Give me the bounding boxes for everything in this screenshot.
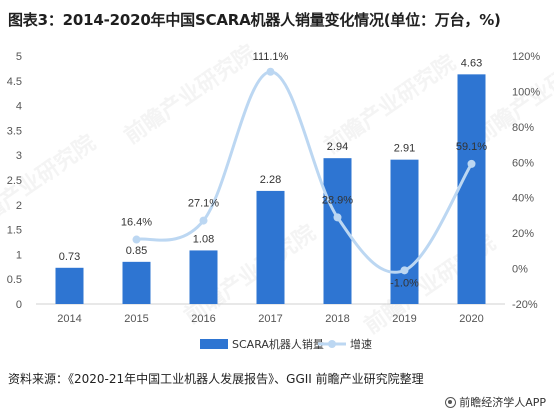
bar-value-label: 2.91 [394, 143, 415, 155]
growth-value-label: 27.1% [188, 198, 219, 210]
bar [122, 261, 151, 304]
x-axis-tick-label: 2014 [57, 313, 81, 325]
right-axis-tick-label: 60% [512, 157, 534, 169]
brand-credit: 前瞻经济学人APP [445, 394, 546, 410]
legend-label-sales: SCARA机器人销量 [232, 337, 324, 351]
bar-value-label: 4.63 [461, 57, 482, 69]
left-axis-tick-label: 1 [16, 249, 22, 261]
x-axis-tick-label: 2019 [392, 313, 416, 325]
brand-name: 前瞻经济学人APP [459, 396, 546, 409]
right-axis-tick-label: 40% [512, 193, 534, 205]
left-axis-tick-label: 4 [16, 101, 22, 113]
bar-value-label: 1.08 [193, 233, 214, 245]
growth-value-label: 111.1% [253, 51, 289, 63]
x-axis-tick-label: 2017 [258, 313, 282, 325]
bar-value-label: 0.73 [59, 251, 80, 263]
growth-point [132, 235, 141, 244]
growth-value-label: -1.0% [390, 277, 419, 289]
right-axis-tick-label: 20% [512, 228, 534, 240]
bar [55, 267, 84, 304]
bar-value-label: 0.85 [126, 245, 147, 257]
left-axis-tick-label: 3.5 [7, 125, 22, 137]
left-axis-tick-label: 3 [16, 150, 22, 162]
right-axis-tick-label: 0% [512, 264, 528, 276]
left-axis-tick-label: 2.5 [7, 175, 22, 187]
chart-title: 图表3：2014-2020年中国SCARA机器人销量变化情况(单位：万台，%) [8, 11, 501, 29]
bar [457, 74, 486, 305]
left-axis-tick-label: 5 [16, 51, 22, 63]
left-axis-tick-label: 1.5 [7, 225, 22, 237]
right-axis-tick-label: 80% [512, 122, 534, 134]
growth-point [400, 266, 409, 275]
growth-value-label: 16.4% [121, 217, 152, 229]
x-axis-tick-label: 2016 [191, 313, 215, 325]
legend-label-growth: 增速 [350, 337, 372, 351]
right-axis-tick-label: -20% [512, 299, 538, 311]
bar [390, 159, 419, 304]
left-axis-tick-label: 2 [16, 200, 22, 212]
growth-value-label: 28.9% [322, 194, 353, 206]
bar [256, 190, 285, 304]
right-axis-tick-label: 120% [512, 51, 540, 63]
left-axis-tick-label: 0 [16, 299, 22, 311]
growth-point [333, 213, 342, 222]
growth-value-label: 59.1% [456, 141, 487, 153]
legend-swatch-sales [200, 339, 228, 349]
left-axis-tick-label: 4.5 [7, 76, 22, 88]
bar-value-label: 2.28 [260, 174, 281, 186]
x-axis-tick-label: 2020 [459, 313, 483, 325]
right-axis-tick-label: 100% [512, 86, 540, 98]
x-axis-tick-label: 2018 [325, 313, 349, 325]
legend-marker-growth [328, 340, 336, 348]
growth-point [467, 159, 476, 168]
growth-point [266, 67, 275, 76]
source-note: 资料来源：《2020-21年中国工业机器人发展报告》、GGII 前瞻产业研究院整… [8, 372, 424, 386]
x-axis-tick-label: 2015 [124, 313, 148, 325]
bar-value-label: 2.94 [327, 141, 348, 153]
brand-logo-icon [445, 396, 457, 408]
growth-point [199, 216, 208, 225]
left-axis-tick-label: 0.5 [7, 274, 22, 286]
bar [189, 250, 218, 304]
